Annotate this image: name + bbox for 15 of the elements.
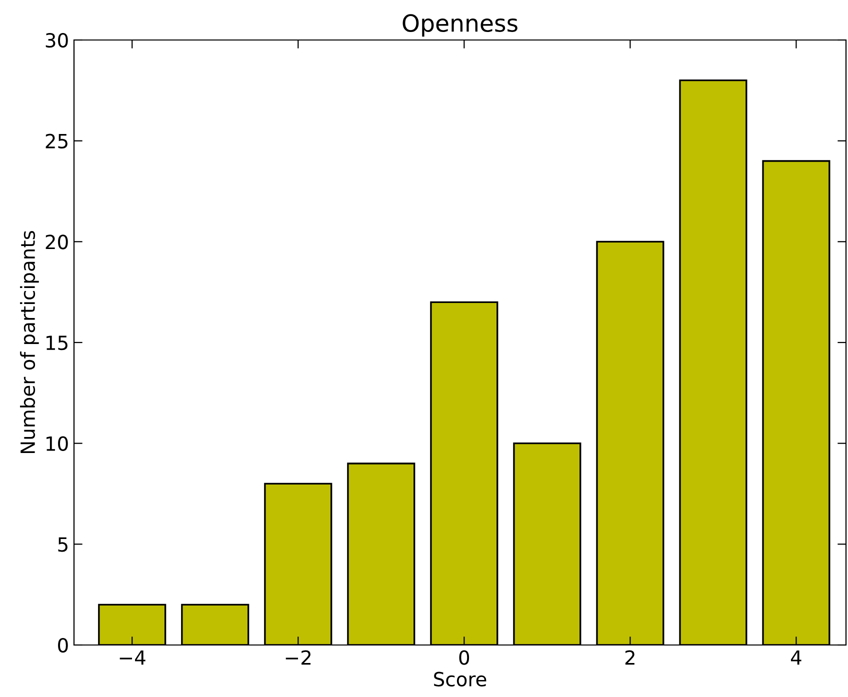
y-tick-label: 10 bbox=[46, 436, 68, 451]
x-tick-label: −2 bbox=[286, 650, 311, 665]
y-tick-label: 15 bbox=[46, 336, 68, 350]
chart-title: Openness bbox=[402, 14, 518, 37]
y-axis-title: Number of participants bbox=[20, 230, 39, 454]
x-tick-label: −4 bbox=[120, 650, 146, 665]
x-tick-label: 2 bbox=[625, 650, 634, 665]
x-axis-title: Score bbox=[434, 672, 486, 687]
y-tick-label: 0 bbox=[58, 638, 68, 653]
x-tick-label: 0 bbox=[459, 650, 470, 665]
y-tick-label: 20 bbox=[46, 234, 68, 250]
y-tick-label: 30 bbox=[46, 32, 68, 48]
y-tick-label: 5 bbox=[58, 537, 68, 552]
x-tick-label: 4 bbox=[790, 650, 802, 665]
y-tick-label: 25 bbox=[46, 134, 68, 148]
